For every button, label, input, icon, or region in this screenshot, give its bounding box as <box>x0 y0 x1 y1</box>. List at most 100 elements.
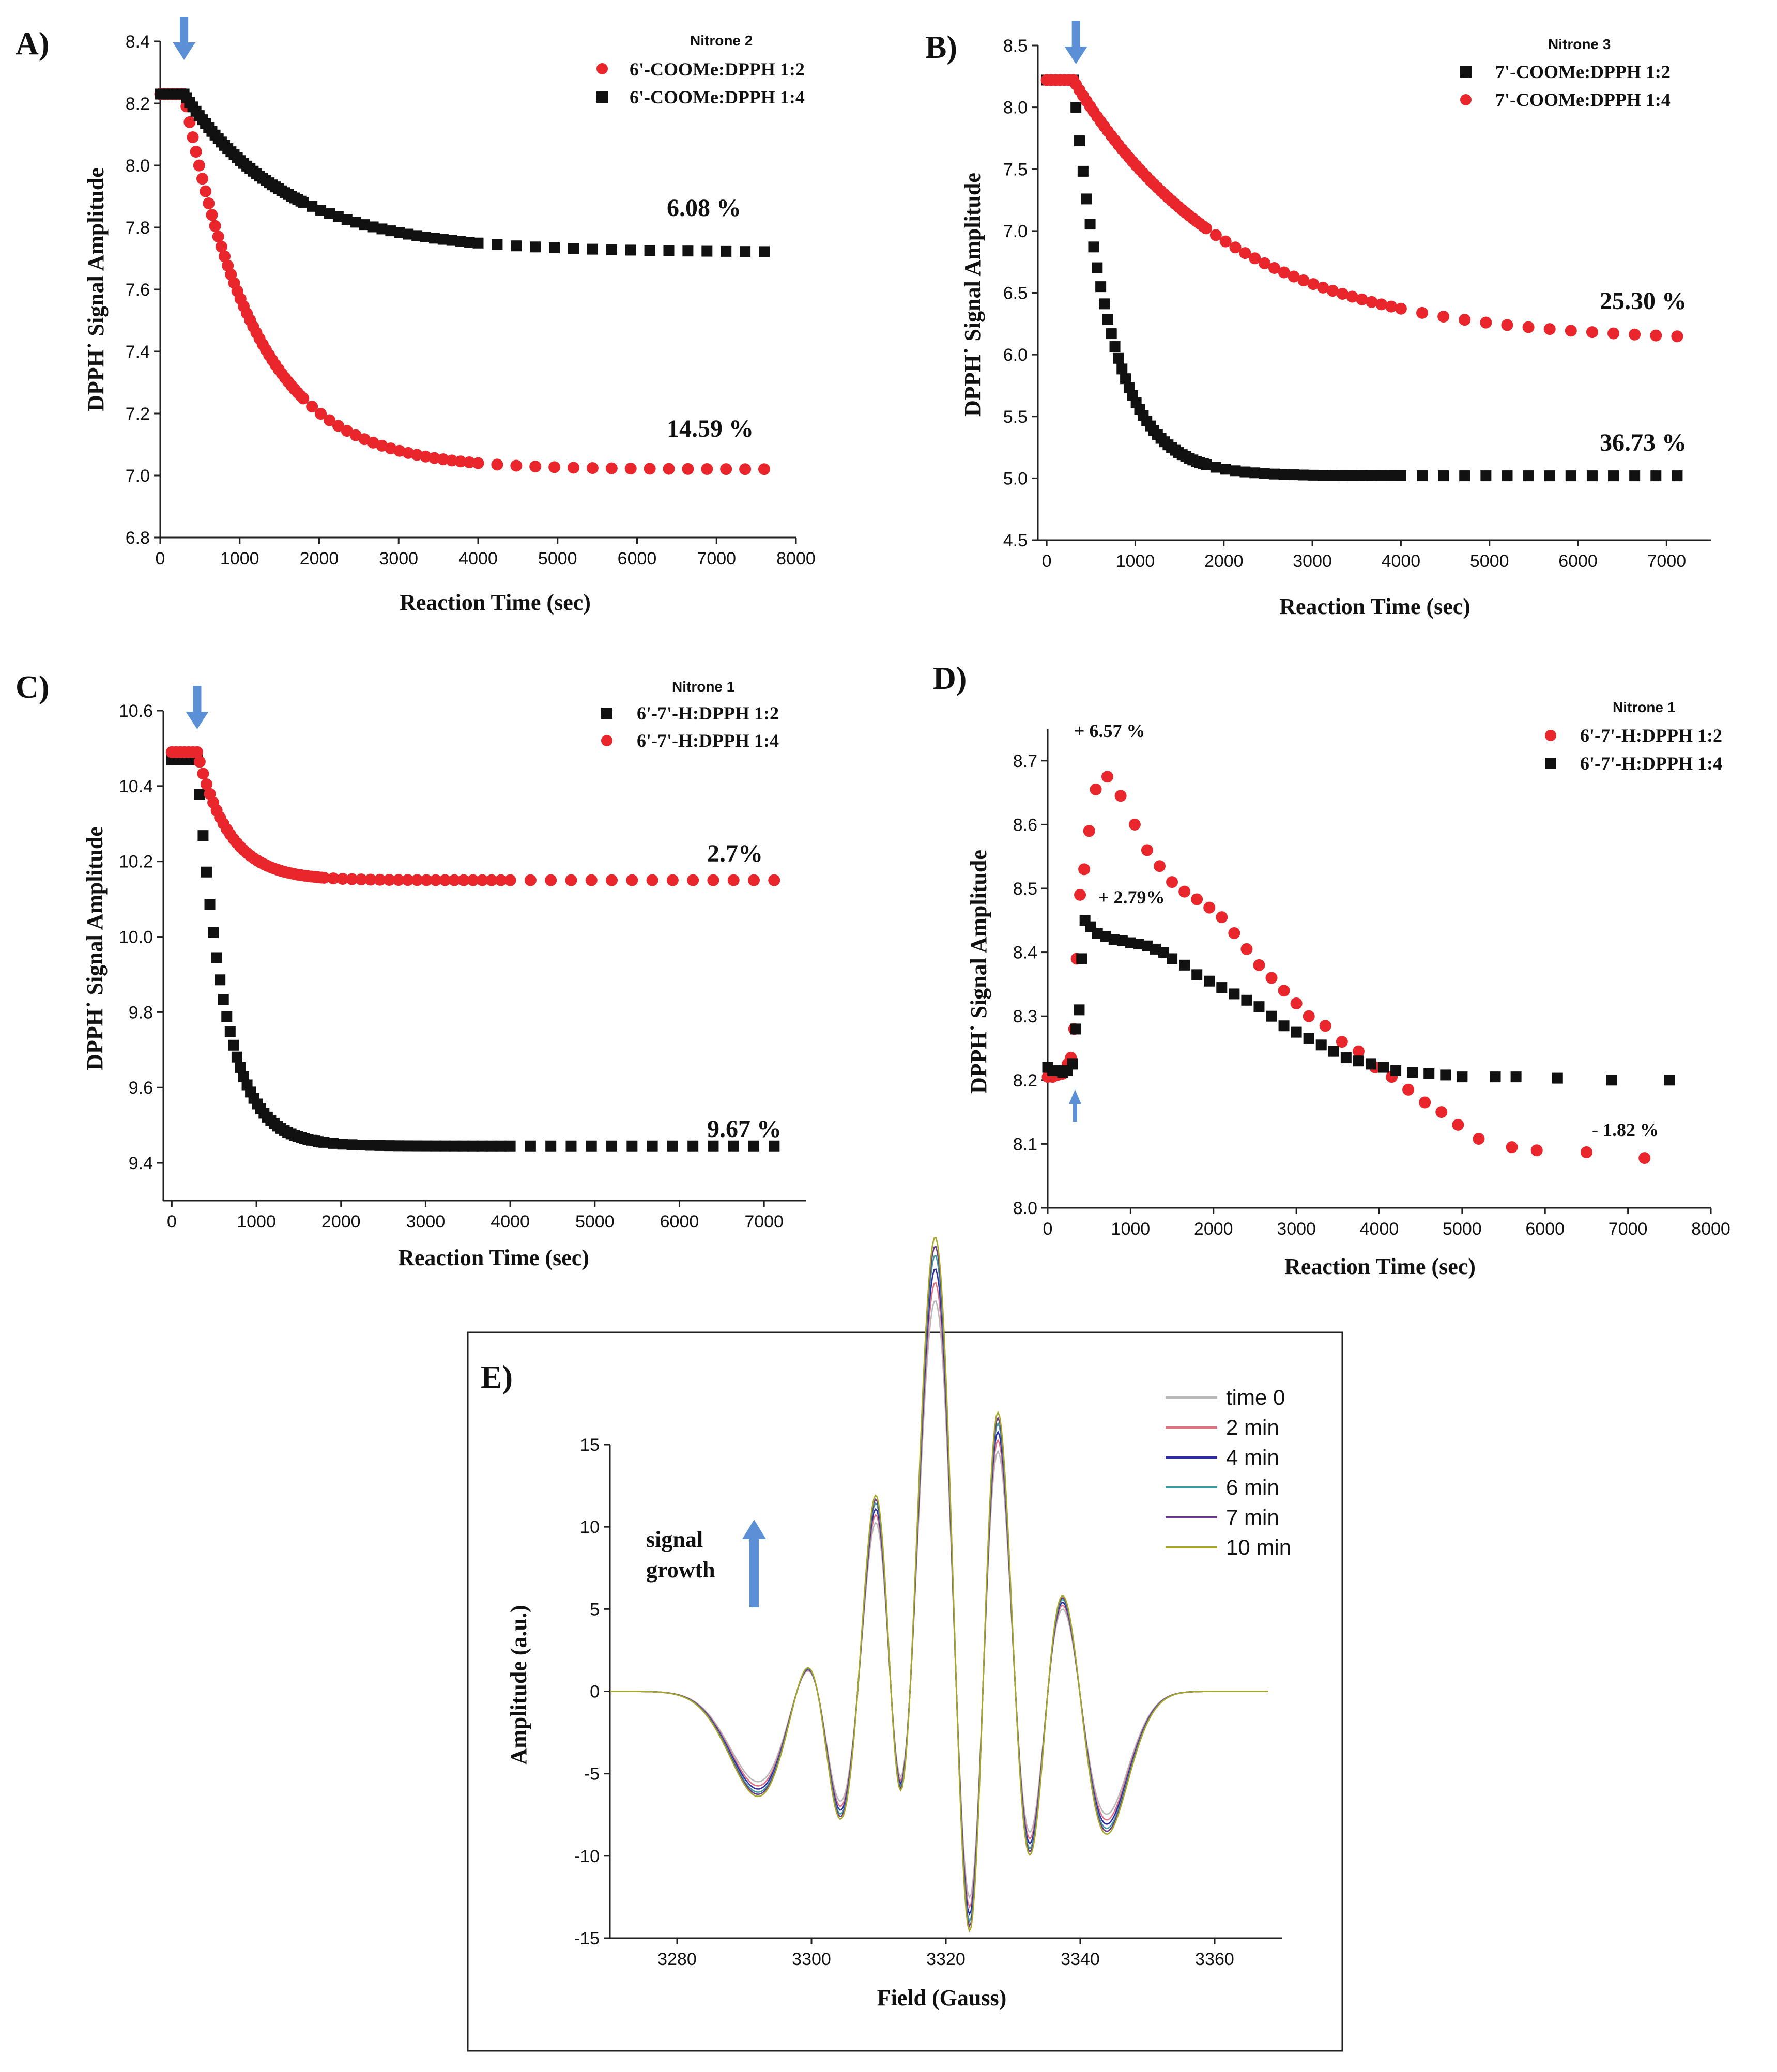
panel-d-x-tick-label: 0 <box>1043 1219 1053 1239</box>
panel-b-ylabel: DPPH˙ Signal Amplitude <box>960 173 985 417</box>
panel-b-addition-arrow-icon <box>1064 21 1087 64</box>
panel-c-xlabel: Reaction Time (sec) <box>398 1245 589 1270</box>
panel-d-series-1-point <box>1090 783 1102 795</box>
panel-a-series-2-point <box>411 230 423 241</box>
panel-a-series-1-point <box>187 131 199 144</box>
panel-b-series-1-point <box>1120 373 1131 385</box>
panel-a-series-1-point <box>491 458 503 471</box>
panel-c-series-1-point <box>211 952 222 963</box>
panel-a-series-1-point <box>193 159 205 172</box>
panel-a-series-2-point <box>446 235 457 246</box>
panel-b-x-tick-label: 7000 <box>1647 551 1687 571</box>
panel-a-series-1-point <box>663 463 675 475</box>
panel-c-series-1-point <box>467 1140 479 1152</box>
panel-a-series-2-point <box>606 244 617 255</box>
panel-a-y-tick-label: 8.2 <box>126 94 150 114</box>
panel-c-x-tick-label: 5000 <box>575 1212 615 1232</box>
panel-b-series-1-point <box>1074 135 1085 147</box>
panel-a-y-tick-label: 8.4 <box>126 32 150 52</box>
panel-e-spectrum-2 <box>610 1282 1268 1909</box>
panel-b-y-tick-label: 8.5 <box>1003 36 1028 56</box>
panel-b-series-2-point <box>1543 323 1556 335</box>
panel-a-series-1-point <box>701 463 713 475</box>
panel-b-series-1-point <box>1565 470 1576 482</box>
panel-c-series-1-point <box>495 1140 507 1152</box>
panel-b-series-1-point <box>1095 281 1107 293</box>
panel-a-series-2-point <box>367 221 379 233</box>
panel-d-series-2-point <box>1158 947 1170 958</box>
panel-a-series-2-point <box>472 237 484 249</box>
panel-d-series-1-point <box>1154 860 1166 872</box>
panel-b-series-1-point <box>1544 470 1555 482</box>
panel-b-series-2-point <box>1326 285 1339 297</box>
panel-a-series-2-point <box>492 239 503 250</box>
panel-a-series-2-point <box>376 223 388 235</box>
panel-a-series-1-point <box>624 463 637 475</box>
panel-a-y-tick-label: 7.8 <box>126 218 150 238</box>
panel-d-series-2-point <box>1229 988 1240 1000</box>
panel-a-y-tick-label: 7.4 <box>126 342 150 362</box>
panel-c-series-2-point <box>383 874 395 886</box>
panel-a-label: A) <box>16 26 49 62</box>
panel-a-series-1-point <box>297 392 310 405</box>
panel-c-series-1-point <box>728 1140 739 1152</box>
panel-d-series-2-point <box>1150 943 1161 955</box>
panel-d-series-1-point <box>1530 1144 1543 1157</box>
panel-a-series-2-point <box>315 205 327 216</box>
panel-b-series-2-point <box>1336 288 1349 300</box>
panel-d-label: D) <box>933 661 967 696</box>
panel-a-series-1-point <box>420 450 432 463</box>
panel-a-legend-label-1: 6'-COOMe:DPPH 1:2 <box>630 59 805 80</box>
panel-c-series-2-point <box>420 874 433 886</box>
panel-c-series-1-point <box>477 1140 488 1152</box>
panel-a-series-1-point <box>323 414 335 426</box>
panel-d-series-2-point <box>1167 953 1178 964</box>
panel-d-series-1-point <box>1228 927 1240 940</box>
panel-b-series-2-point <box>1501 319 1513 331</box>
panel-a-series-1-point <box>209 220 221 232</box>
panel-c-series-1-point <box>224 1026 236 1037</box>
panel-c-series-2-point <box>707 874 719 886</box>
panel-b-x-tick-label: 0 <box>1042 551 1052 571</box>
panel-a-series-2-point <box>511 240 522 252</box>
panel-d-y-tick-label: 8.1 <box>1013 1134 1037 1154</box>
panel-d-series-2-point <box>1141 940 1153 951</box>
panel-b-series-1-point <box>1249 467 1261 479</box>
panel-c-series-2-point <box>504 874 516 886</box>
panel-d-series-1-point <box>1114 790 1127 802</box>
panel-d-series-1-point <box>1580 1146 1592 1158</box>
panel-a-series-1-point <box>203 197 215 210</box>
panel-a-x-tick-label: 8000 <box>776 549 816 569</box>
panel-a-x-tick-label: 6000 <box>618 549 657 569</box>
panel-b-series-1-point <box>1088 241 1099 253</box>
panel-d-series-1-point <box>1452 1118 1464 1131</box>
panel-a-series-2-point <box>464 237 475 248</box>
panel-b-series-1-point <box>1459 470 1470 482</box>
panel-e-legend-label-5: 7 min <box>1226 1505 1279 1529</box>
panel-e-xlabel: Field (Gauss) <box>877 1985 1007 2010</box>
panel-c-series-2-point <box>495 874 507 886</box>
panel-c-legend-label-1: 6'-7'-H:DPPH 1:2 <box>637 703 779 724</box>
panel-c-series-1-point <box>384 1140 395 1152</box>
panel-c: C) 0 1000 2000 3000 4000 5000 6000 7000 9.4 9.6 9.… <box>16 670 806 1270</box>
panel-b-legend-marker-1 <box>1460 66 1472 78</box>
panel-b-y-tick-label: 4.5 <box>1003 531 1028 550</box>
panel-a-legend-label-2: 6'-COOMe:DPPH 1:4 <box>630 87 805 108</box>
panel-b-series-2-point <box>1249 252 1261 265</box>
panel-d-peak-label-1to2: + 6.57 % <box>1074 720 1145 741</box>
panel-d-addition-arrow-icon <box>1068 1089 1081 1122</box>
panel-e-x-tick-label: 3360 <box>1195 1950 1234 1969</box>
panel-c-series-2-point <box>392 874 405 886</box>
panel-d-series-2-point <box>1074 1004 1085 1016</box>
panel-d-legend-marker-1 <box>1545 730 1556 741</box>
panel-d-series-1-point <box>1303 1010 1315 1022</box>
panel-a-series-1-point <box>739 463 752 475</box>
panel-b-series-2-point <box>1385 300 1398 313</box>
panel-d-series-2-point <box>1076 953 1087 964</box>
panel-d-series-2-point <box>1423 1068 1435 1079</box>
panel-e-y-tick-label: 5 <box>590 1600 600 1619</box>
panel-a-addition-arrow-icon <box>173 17 196 60</box>
panel-d-series-2-point <box>1303 1033 1314 1044</box>
panel-d-xlabel: Reaction Time (sec) <box>1284 1254 1476 1279</box>
